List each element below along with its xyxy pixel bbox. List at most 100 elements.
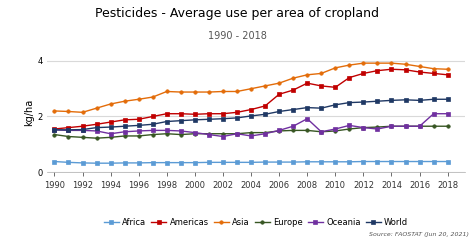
Americas	[164, 112, 170, 115]
Africa	[389, 160, 394, 163]
Oceania	[361, 126, 366, 129]
Oceania	[276, 129, 282, 132]
Oceania	[346, 124, 352, 127]
Americas	[431, 72, 437, 75]
Africa	[431, 160, 437, 163]
Americas	[291, 89, 296, 92]
Americas	[108, 121, 113, 124]
World	[319, 107, 324, 110]
Africa	[80, 162, 85, 164]
Americas	[94, 123, 100, 126]
Africa	[65, 161, 71, 164]
Asia	[445, 68, 450, 71]
World	[192, 118, 198, 121]
Americas	[80, 125, 85, 128]
Asia	[80, 111, 85, 114]
Americas	[206, 112, 212, 115]
Africa	[178, 161, 183, 164]
Europe	[122, 135, 128, 137]
Europe	[319, 130, 324, 133]
World	[346, 101, 352, 104]
Europe	[164, 132, 170, 135]
Africa	[319, 160, 324, 163]
World	[389, 99, 394, 102]
Americas	[178, 112, 183, 115]
Oceania	[192, 131, 198, 134]
Asia	[262, 85, 268, 87]
Americas	[192, 113, 198, 116]
Europe	[192, 132, 198, 135]
Africa	[150, 161, 155, 164]
Oceania	[164, 129, 170, 132]
Americas	[346, 76, 352, 79]
Africa	[192, 161, 198, 164]
Asia	[374, 62, 380, 65]
Asia	[108, 103, 113, 105]
Europe	[52, 133, 57, 136]
Europe	[431, 125, 437, 128]
Europe	[445, 125, 450, 128]
Africa	[374, 160, 380, 163]
Americas	[276, 93, 282, 96]
World	[374, 100, 380, 103]
Europe	[262, 131, 268, 134]
Oceania	[136, 130, 142, 132]
Americas	[52, 128, 57, 130]
Europe	[80, 136, 85, 139]
Africa	[361, 160, 366, 163]
Africa	[52, 160, 57, 163]
Oceania	[291, 125, 296, 128]
Europe	[206, 132, 212, 135]
Europe	[65, 135, 71, 138]
World	[65, 128, 71, 131]
Asia	[65, 110, 71, 113]
Oceania	[65, 129, 71, 132]
Africa	[122, 162, 128, 164]
World	[417, 99, 422, 102]
World	[150, 123, 155, 126]
Text: 1990 - 2018: 1990 - 2018	[208, 31, 266, 41]
Asia	[150, 96, 155, 98]
Americas	[403, 68, 409, 71]
Europe	[248, 131, 254, 134]
Europe	[136, 135, 142, 137]
Europe	[150, 133, 155, 136]
Africa	[108, 162, 113, 165]
Oceania	[80, 129, 85, 132]
Africa	[248, 161, 254, 164]
Line: Europe: Europe	[53, 125, 449, 140]
Oceania	[150, 129, 155, 132]
Americas	[417, 71, 422, 73]
Asia	[346, 64, 352, 66]
Africa	[276, 161, 282, 163]
Africa	[94, 162, 100, 165]
Oceania	[431, 112, 437, 115]
Europe	[403, 125, 409, 128]
Asia	[389, 62, 394, 65]
Asia	[220, 90, 226, 93]
Asia	[291, 77, 296, 80]
Asia	[248, 87, 254, 90]
Oceania	[445, 112, 450, 115]
World	[122, 125, 128, 128]
Africa	[234, 161, 240, 164]
Africa	[136, 162, 142, 164]
World	[361, 101, 366, 103]
Americas	[374, 69, 380, 72]
Europe	[108, 136, 113, 139]
Africa	[291, 161, 296, 163]
Line: Africa: Africa	[53, 160, 449, 165]
Legend: Africa, Americas, Asia, Europe, Oceania, World: Africa, Americas, Asia, Europe, Oceania,…	[100, 214, 411, 230]
Africa	[206, 161, 212, 164]
World	[403, 98, 409, 101]
World	[178, 119, 183, 122]
World	[445, 98, 450, 101]
Asia	[178, 91, 183, 93]
Asia	[332, 66, 338, 69]
Africa	[262, 161, 268, 163]
Line: World: World	[53, 98, 449, 132]
Americas	[248, 108, 254, 111]
World	[234, 116, 240, 119]
Asia	[304, 73, 310, 76]
Europe	[374, 126, 380, 129]
